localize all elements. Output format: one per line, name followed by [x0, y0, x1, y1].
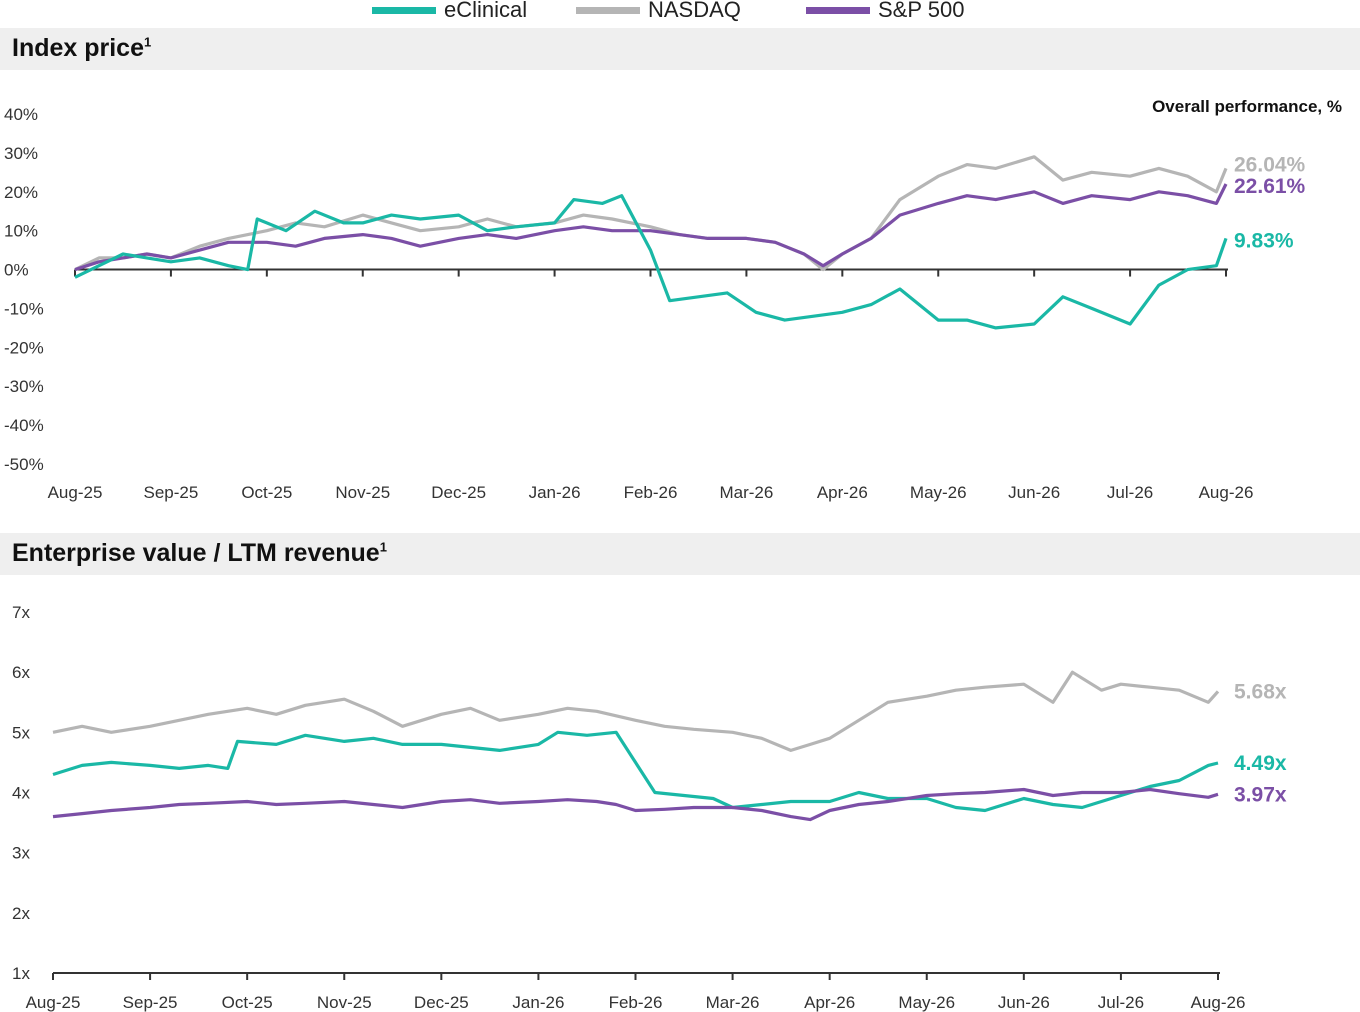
y-tick-label: 40% [4, 105, 38, 124]
end-label-eclinical: 4.49x [1234, 752, 1287, 775]
end-label-nasdaq: 26.04% [1234, 153, 1306, 176]
x-tick-label: Jun-26 [1008, 483, 1060, 502]
y-tick-label: 10% [4, 222, 38, 241]
y-tick-label: -30% [4, 377, 44, 396]
section-title-text: Index price [12, 34, 144, 62]
series-line-s-p-500 [52, 787, 1219, 822]
y-tick-label: 30% [4, 144, 38, 163]
y-tick-label: 20% [4, 183, 38, 202]
y-tick-label: 0% [4, 261, 29, 280]
section-header-ev-revenue: Enterprise value / LTM revenue1 [0, 533, 1360, 575]
x-tick-label: Jun-26 [998, 993, 1050, 1012]
footnote-marker: 1 [144, 34, 152, 50]
index-price-chart: Overall performance, % 40% 30% 20% 10% 0% -10… [4, 97, 1342, 502]
x-tick-label: Aug-25 [48, 483, 103, 502]
x-tick-label: Dec-25 [414, 993, 469, 1012]
legend-label-sp500: S&P 500 [878, 0, 965, 22]
series-line-nasdaq [74, 155, 1228, 272]
y-tick-label: 1x [12, 964, 30, 983]
legend-label-nasdaq: NASDAQ [648, 0, 741, 22]
x-tick-label: Jul-26 [1098, 993, 1144, 1012]
end-label-s-p-500: 22.61% [1234, 175, 1306, 198]
x-tick-label: Mar-26 [706, 993, 760, 1012]
series-line-nasdaq [52, 670, 1220, 752]
y-tick-label: 6x [12, 663, 30, 682]
section-title-index-price: Index price1 [12, 34, 151, 63]
y-tick-label: 7x [12, 603, 30, 622]
x-tick-label: Aug-26 [1199, 483, 1254, 502]
y-tick-label: 2x [12, 904, 30, 923]
y-tick-label: 3x [12, 844, 30, 863]
y-tick-label: 4x [12, 784, 30, 803]
x-tick-label: Feb-26 [609, 993, 663, 1012]
overall-performance-label: Overall performance, % [1152, 97, 1342, 116]
series-line-eclinical [74, 194, 1228, 330]
legend-label-eclinical: eClinical [444, 0, 528, 22]
x-tick-label: Aug-26 [1191, 993, 1246, 1012]
footnote-marker: 1 [379, 539, 387, 555]
x-tick-label: Sep-25 [144, 483, 199, 502]
section-header-index-price: Index price1 [0, 28, 1360, 70]
end-label-eclinical: 9.83% [1234, 229, 1294, 252]
y-tick-label: -40% [4, 416, 44, 435]
x-tick-label: Oct-25 [222, 993, 273, 1012]
legend: eClinical NASDAQ S&P 500 [0, 0, 1360, 24]
y-tick-label: -20% [4, 338, 44, 357]
x-tick-label: Aug-25 [26, 993, 81, 1012]
series-line-s-p-500 [74, 183, 1228, 272]
section-title-ev-revenue: Enterprise value / LTM revenue1 [12, 539, 387, 568]
ev-revenue-chart: 7x 6x 5x 4x 3x 2x 1x Aug-25 Sep-25 Oct-25 Nov-25 De… [12, 603, 1287, 1012]
y-tick-label: -50% [4, 455, 44, 474]
x-tick-label: Dec-25 [431, 483, 486, 502]
legend-item-eclinical: eClinical [372, 0, 527, 24]
x-tick-label: Apr-26 [817, 483, 868, 502]
legend-item-nasdaq: NASDAQ [576, 0, 741, 24]
x-tick-label: Jan-26 [529, 483, 581, 502]
x-tick-label: Mar-26 [719, 483, 773, 502]
legend-item-sp500: S&P 500 [806, 0, 964, 24]
y-tick-label: -10% [4, 299, 44, 318]
end-label-nasdaq: 5.68x [1234, 680, 1287, 703]
legend-swatch-sp500 [806, 6, 870, 14]
series-line-eclinical [52, 730, 1219, 813]
x-tick-label: Feb-26 [624, 483, 678, 502]
x-tick-label: Sep-25 [123, 993, 178, 1012]
x-tick-label: Nov-25 [317, 993, 372, 1012]
x-tick-label: Jan-26 [512, 993, 564, 1012]
x-tick-label: Oct-25 [241, 483, 292, 502]
x-tick-label: Jul-26 [1107, 483, 1153, 502]
x-tick-label: Apr-26 [804, 993, 855, 1012]
section-title-text: Enterprise value / LTM revenue [12, 539, 380, 567]
legend-swatch-nasdaq [576, 6, 640, 14]
x-tick-label: May-26 [910, 483, 967, 502]
x-tick-label: May-26 [898, 993, 955, 1012]
end-label-s-p-500: 3.97x [1234, 783, 1287, 806]
legend-swatch-eclinical [372, 6, 436, 14]
y-tick-label: 5x [12, 723, 30, 742]
x-tick-label: Nov-25 [335, 483, 390, 502]
